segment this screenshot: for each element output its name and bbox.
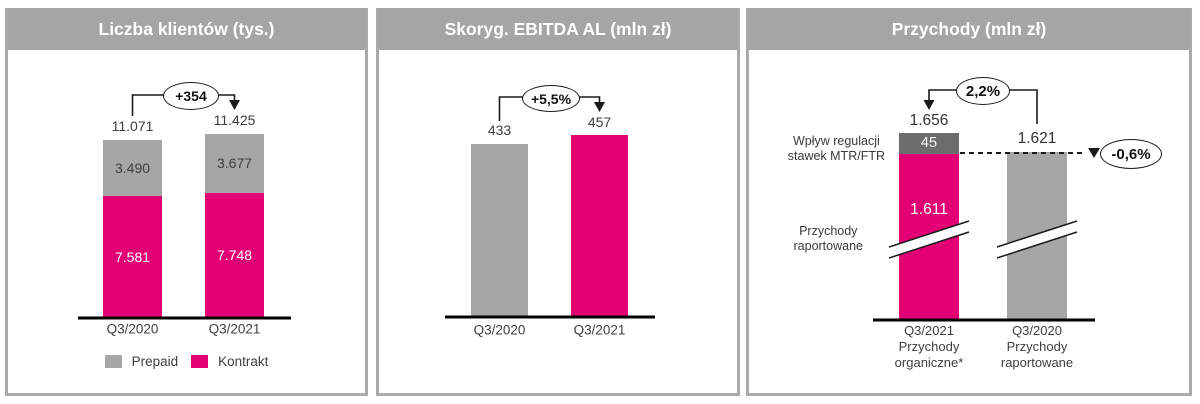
- panel-przychody: Przychody (mln zł): [746, 8, 1192, 396]
- panel-ebitda: Skoryg. EBITDA AL (mln zł) 433 457 Q3/20…: [376, 8, 740, 396]
- bar-ebitda-q3-2020: [471, 144, 528, 317]
- bar-q3-2020-prepaid-segment: [103, 140, 162, 196]
- chart-area-ebitda: 433 457 Q3/2020 Q3/2021 +5,5%: [379, 50, 737, 393]
- mtr-projection-dashed-line: [960, 148, 1100, 158]
- chart-lines-przychody: [873, 89, 1100, 322]
- reported-revenue-annotation: Przychody raportowane: [794, 224, 864, 254]
- x-tick-q3-2020: Q3/2020: [473, 322, 526, 338]
- reported-revenue-annotation-line1: Przychody: [799, 224, 858, 238]
- organic-value-label: 1.611: [910, 201, 948, 218]
- legend-item-prepaid: Prepaid: [104, 354, 179, 369]
- x-tick-q3-2021: Q3/2021: [573, 322, 626, 338]
- chart-area-przychody: 1.656 1.621 45 1.611 Wpływ regulacji sta…: [749, 50, 1189, 393]
- prepaid-swatch-icon: [104, 355, 122, 368]
- bar-mtr-ftr-segment: [899, 133, 959, 154]
- prepaid-value-q3-2020: 3.490: [114, 160, 151, 176]
- x-tick-line1: Q3/2021: [904, 323, 954, 338]
- delta-badge-reported: -0,6%: [1100, 139, 1162, 169]
- x-tick-q3-2021-organic: Q3/2021 Przychody organiczne*: [895, 323, 964, 371]
- panel-title: Skoryg. EBITDA AL (mln zł): [444, 18, 672, 39]
- x-tick-q3-2021: Q3/2021: [208, 321, 261, 337]
- legend-item-kontrakt: Kontrakt: [191, 354, 268, 369]
- kontrakt-value-q3-2021: 7.748: [216, 247, 253, 263]
- x-tick-line2: Przychody: [1006, 339, 1068, 354]
- arrow-down-icon: [229, 100, 240, 110]
- bar-q3-2021-kontrakt-segment: [205, 193, 264, 318]
- panel-liczba-klientow: Liczba klientów (tys.) 11.071 11.425 3.4…: [5, 8, 368, 396]
- bar-q3-2021-prepaid-segment: [205, 134, 264, 193]
- arrow-down-icon: [1088, 148, 1100, 158]
- x-tick-line2: Przychody: [898, 339, 960, 354]
- mtr-ftr-annotation-line2: stawek MTR/FTR: [787, 149, 885, 163]
- delta-badge: +5,5%: [522, 85, 580, 112]
- mtr-ftr-annotation-line1: Wpływ regulacji: [792, 134, 880, 148]
- x-tick-line1: Q3/2020: [1012, 323, 1062, 338]
- prepaid-value-q3-2021: 3.677: [216, 155, 253, 171]
- bar-q3-2020-kontrakt-segment: [103, 196, 162, 318]
- panel-header-klienci: Liczba klientów (tys.): [8, 8, 365, 50]
- arrow-down-icon: [594, 102, 605, 112]
- legend-label-prepaid: Prepaid: [131, 354, 179, 369]
- mtr-value-label: 45: [920, 135, 938, 151]
- legend: Prepaid Kontrakt: [8, 354, 365, 369]
- x-tick-q3-2020-reported: Q3/2020 Przychody raportowane: [1001, 323, 1073, 371]
- reported-revenue-annotation-line2: raportowane: [793, 239, 864, 253]
- panel-header-przychody: Przychody (mln zł): [749, 8, 1189, 50]
- total-label-q3-2021: 11.425: [213, 112, 256, 128]
- chart-area-klienci: 11.071 11.425 3.490 3.677 7.581 7.748 Q3…: [8, 50, 365, 393]
- panel-header-ebitda: Skoryg. EBITDA AL (mln zł): [379, 8, 737, 50]
- delta-badge-yoy: 2,2%: [956, 77, 1010, 105]
- total-label-q3-2020: 1.621: [1017, 130, 1057, 147]
- x-tick-line3: organiczne*: [894, 355, 964, 370]
- delta-badge-reported-text: -0,6%: [1111, 145, 1151, 163]
- value-label-q3-2020: 433: [487, 122, 512, 138]
- arrow-down-icon: [923, 100, 935, 110]
- axis-break-marks: [888, 220, 1078, 259]
- total-label-q3-2020: 11.071: [111, 118, 154, 134]
- delta-badge: +354: [163, 82, 219, 110]
- legend-label-kontrakt: Kontrakt: [218, 354, 269, 369]
- kontrakt-swatch-icon: [191, 355, 209, 368]
- value-label-q3-2021: 457: [587, 114, 612, 130]
- x-tick-q3-2020: Q3/2020: [106, 321, 159, 337]
- delta-badge-yoy-text: 2,2%: [965, 82, 1001, 100]
- panel-title: Liczba klientów (tys.): [98, 18, 275, 39]
- kontrakt-value-q3-2020: 7.581: [114, 249, 151, 265]
- total-label-q3-2021: 1.656: [909, 112, 949, 129]
- panel-title: Przychody (mln zł): [891, 18, 1047, 39]
- delta-badge-text: +5,5%: [530, 90, 572, 107]
- delta-badge-text: +354: [175, 88, 207, 104]
- mtr-ftr-annotation: Wpływ regulacji stawek MTR/FTR: [788, 134, 885, 164]
- bar-ebitda-q3-2021: [571, 135, 628, 317]
- x-tick-line3: raportowane: [1000, 355, 1074, 370]
